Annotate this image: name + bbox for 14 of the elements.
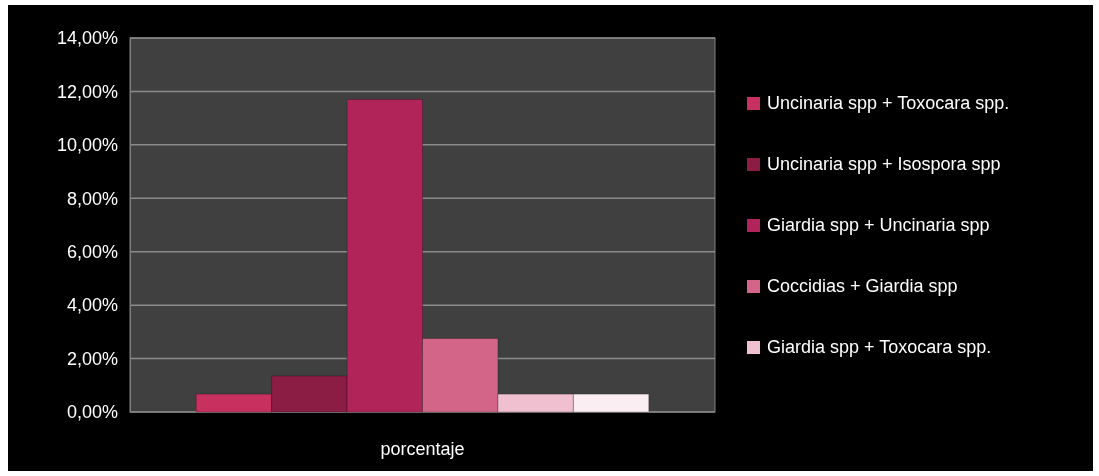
legend-label: Uncinaria spp + Isospora spp — [767, 153, 1001, 174]
legend-label: Giardia spp + Toxocara spp. — [767, 336, 992, 357]
y-tick-label: 10,00% — [56, 135, 118, 156]
y-tick-label: 14,00% — [56, 28, 118, 49]
legend-label: Uncinaria spp + Toxocara spp. — [767, 92, 1010, 113]
y-tick-label: 0,00% — [66, 402, 118, 423]
y-tick-label: 6,00% — [66, 241, 118, 262]
x-tick-label: porcentaje — [380, 438, 465, 459]
y-tick-label: 8,00% — [66, 188, 118, 209]
y-tick-label: 12,00% — [56, 81, 118, 102]
legend-label: Coccidias + Giardia spp — [767, 275, 958, 296]
y-tick-label: 2,00% — [66, 348, 118, 369]
legend-label: Giardia spp + Uncinaria spp — [767, 214, 990, 235]
y-tick-label: 4,00% — [66, 295, 118, 316]
